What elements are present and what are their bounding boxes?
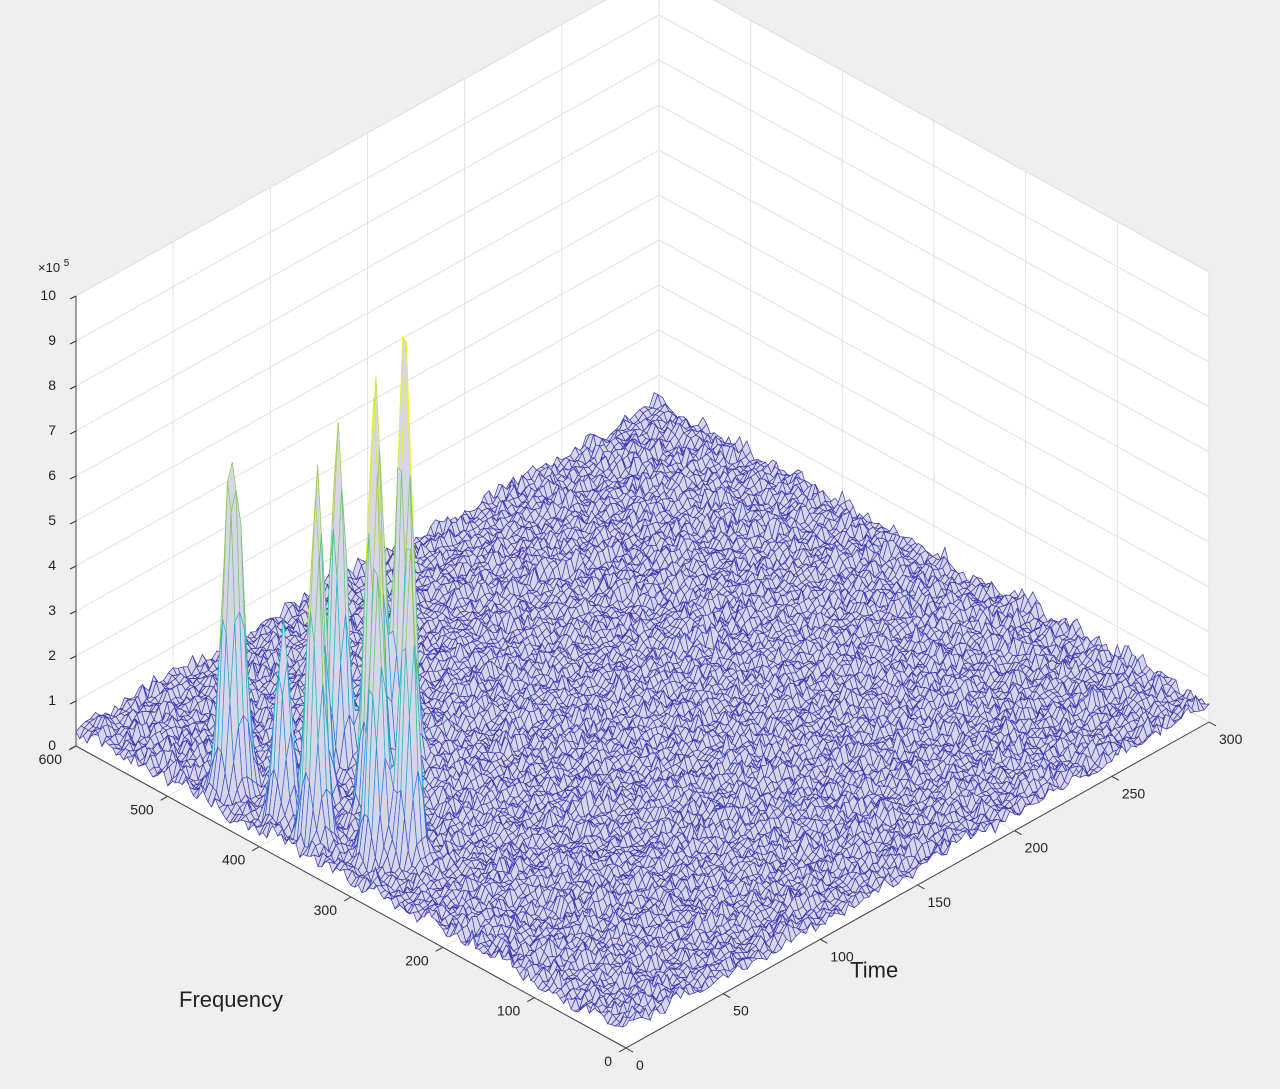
- grid-line-z: [75, 374, 1210, 702]
- grid-line-z: [75, 59, 1210, 387]
- grid-line-z: [75, 329, 1210, 657]
- grid-line-z: [75, 14, 1210, 342]
- grid-line-z: [75, 239, 1210, 567]
- grid-line-z: [75, 194, 1210, 522]
- grid-line-z: [75, 284, 1210, 612]
- grid-line-z: [75, 149, 1210, 477]
- surface-mesh: [75, 335, 1210, 1028]
- grid-line-z: [75, 0, 1210, 297]
- grid-line-z: [75, 104, 1210, 432]
